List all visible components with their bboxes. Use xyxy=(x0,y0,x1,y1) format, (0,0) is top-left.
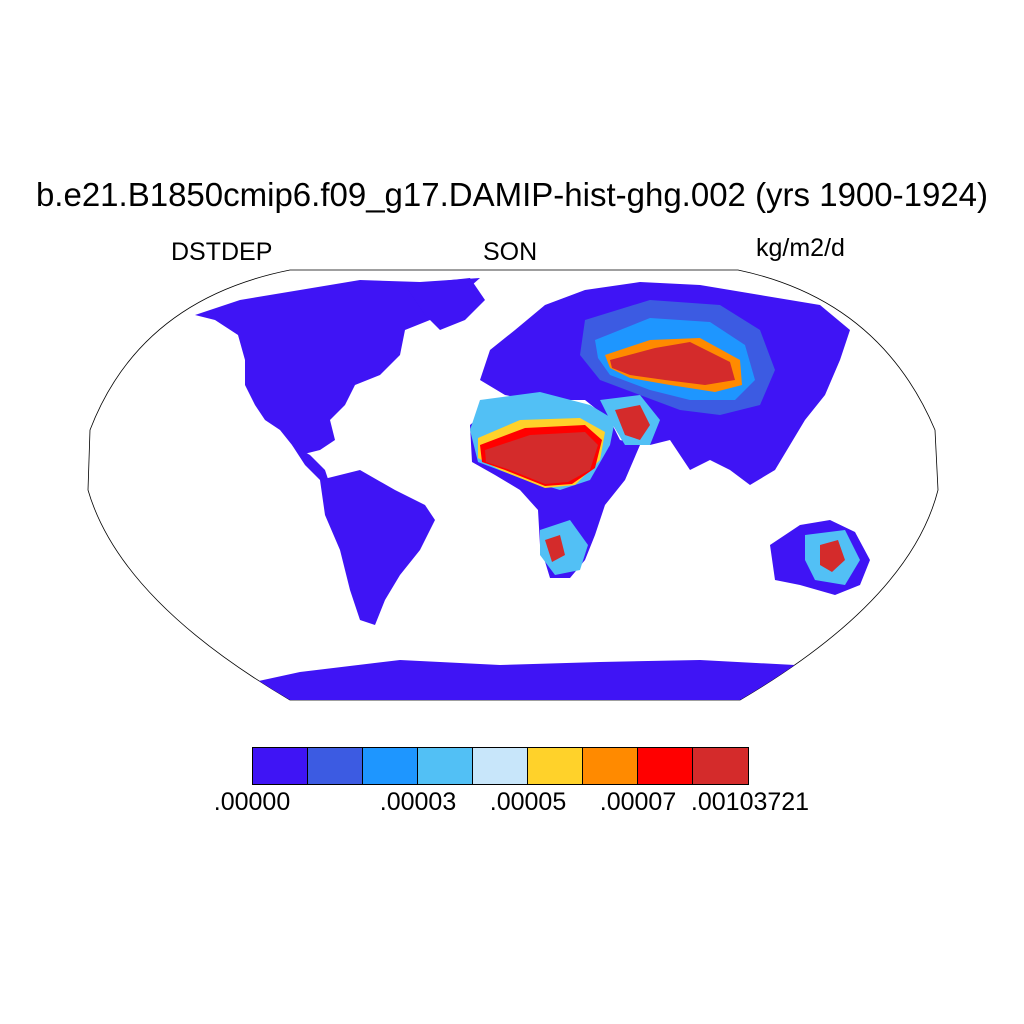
colorbar-tick-label: .00000 xyxy=(213,788,291,816)
colorbar-box-6 xyxy=(528,748,583,784)
antarctica xyxy=(240,660,795,700)
colorbar-box-4 xyxy=(418,748,473,784)
colorbar-tick-label: .00005 xyxy=(489,788,567,816)
colorbar-box-1 xyxy=(253,748,308,784)
colorbar-box-9 xyxy=(693,748,748,784)
colorbar-box-7 xyxy=(583,748,638,784)
page-title: b.e21.B1850cmip6.f09_g17.DAMIP-hist-ghg.… xyxy=(35,176,989,213)
colorbar xyxy=(252,747,749,785)
colorbar-tick-label: .00007 xyxy=(599,788,677,816)
colorbar-tick-label: .00003 xyxy=(379,788,457,816)
colorbar-box-2 xyxy=(308,748,363,784)
variable-label: DSTDEP xyxy=(171,238,273,266)
colorbar-box-5 xyxy=(473,748,528,784)
greenland xyxy=(405,278,485,330)
south-america xyxy=(320,470,435,625)
units-label: kg/m2/d xyxy=(756,234,845,262)
season-label: SON xyxy=(483,238,538,266)
central-america xyxy=(292,445,330,485)
north-america xyxy=(195,278,480,455)
colorbar-tick-label: .00103721 xyxy=(690,788,810,816)
colorbar-box-8 xyxy=(638,748,693,784)
colorbar-box-3 xyxy=(363,748,418,784)
